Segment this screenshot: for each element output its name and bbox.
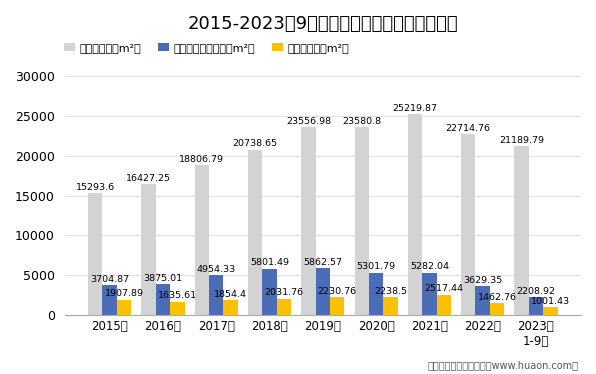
Bar [422,273,436,315]
Title: 2015-2023年9月江西省房地产施工及竣工面积: 2015-2023年9月江西省房地产施工及竣工面积 [188,15,458,33]
Bar [277,299,291,315]
Bar [88,193,103,315]
Bar [224,300,238,315]
Bar [490,303,504,315]
Text: 4954.33: 4954.33 [197,265,236,274]
Text: 18806.79: 18806.79 [179,155,224,164]
Text: 2208.92: 2208.92 [517,287,555,296]
Text: 16427.25: 16427.25 [126,174,171,183]
Bar [543,307,557,315]
Bar [476,286,490,315]
Bar [117,300,131,315]
Text: 5301.79: 5301.79 [356,262,396,271]
Text: 5801.49: 5801.49 [250,258,289,267]
Text: 5862.57: 5862.57 [303,258,342,267]
Bar [514,146,529,315]
Text: 21189.79: 21189.79 [499,136,544,145]
Text: 1907.89: 1907.89 [104,289,144,298]
Bar [461,134,476,315]
Bar [330,297,344,315]
Text: 2230.76: 2230.76 [318,287,357,296]
Bar [355,127,369,315]
Legend: 施工面积（万m²）, 新开工施工面积（万m²）, 竣工面积（万m²）: 施工面积（万m²）, 新开工施工面积（万m²）, 竣工面积（万m²） [60,39,354,58]
Text: 3704.87: 3704.87 [90,275,129,284]
Text: 15293.6: 15293.6 [76,183,115,192]
Bar [316,268,330,315]
Bar [369,273,383,315]
Bar [156,284,170,315]
Bar [383,297,398,315]
Text: 制图：华经产业研究院（www.huaon.com）: 制图：华经产业研究院（www.huaon.com） [427,360,578,370]
Text: 1462.76: 1462.76 [477,293,517,302]
Bar [141,184,156,315]
Text: 1001.43: 1001.43 [531,297,570,306]
Text: 3875.01: 3875.01 [144,274,182,283]
Text: 23556.98: 23556.98 [286,117,331,126]
Text: 23580.8: 23580.8 [342,117,381,126]
Text: 3629.35: 3629.35 [463,276,502,285]
Bar [103,285,117,315]
Text: 2031.76: 2031.76 [265,288,303,297]
Text: 2238.5: 2238.5 [374,287,407,296]
Bar [529,297,543,315]
Text: 25219.87: 25219.87 [393,104,437,113]
Text: 1635.61: 1635.61 [158,291,197,300]
Bar [408,114,422,315]
Bar [195,165,209,315]
Bar [262,269,277,315]
Text: 5282.04: 5282.04 [410,263,449,272]
Text: 2517.44: 2517.44 [424,285,463,294]
Text: 20738.65: 20738.65 [232,140,278,148]
Text: 1854.4: 1854.4 [214,290,247,299]
Bar [436,295,451,315]
Text: 22714.76: 22714.76 [446,124,491,133]
Bar [170,302,185,315]
Bar [248,150,262,315]
Bar [209,276,224,315]
Bar [301,128,316,315]
